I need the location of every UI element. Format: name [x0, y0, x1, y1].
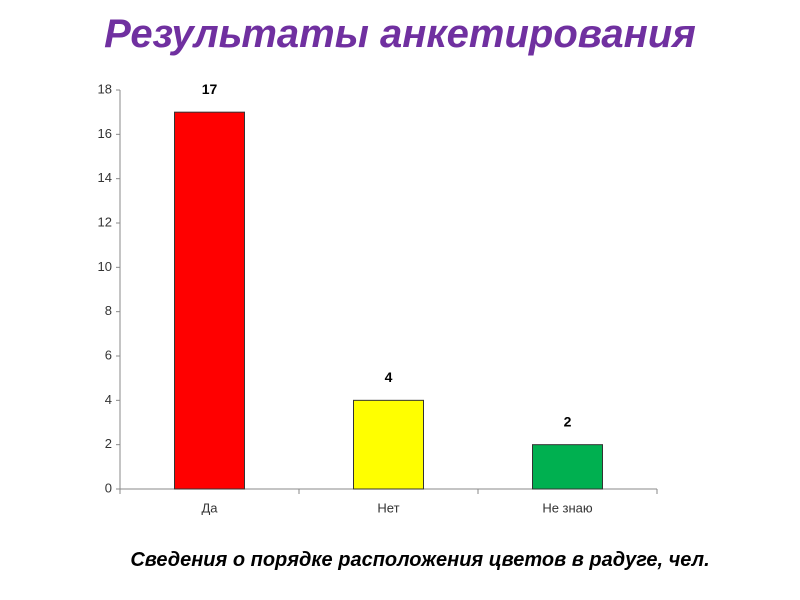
- y-tick-label: 4: [105, 392, 112, 407]
- y-tick-label: 2: [105, 436, 112, 451]
- y-tick-label: 8: [105, 303, 112, 318]
- x-tick-label: Нет: [377, 500, 399, 515]
- y-tick-label: 0: [105, 480, 112, 495]
- chart-title: Результаты анкетирования: [104, 12, 696, 56]
- bar: [532, 444, 603, 490]
- y-tick-label: 14: [98, 170, 112, 185]
- y-tick-label: 6: [105, 347, 112, 362]
- x-tick-label: Да: [201, 500, 218, 515]
- x-tick-label: Не знаю: [542, 500, 593, 515]
- data-label: 2: [564, 413, 572, 429]
- bar: [174, 111, 245, 490]
- y-tick-label: 10: [98, 259, 112, 274]
- y-tick-label: 12: [98, 214, 112, 229]
- chart-subtitle: Сведения о порядке расположения цветов в…: [130, 549, 710, 571]
- y-tick-label: 18: [98, 81, 112, 96]
- y-tick-label: 16: [98, 126, 112, 141]
- bar: [353, 399, 424, 490]
- data-label: 17: [202, 81, 218, 97]
- data-label: 4: [385, 369, 393, 385]
